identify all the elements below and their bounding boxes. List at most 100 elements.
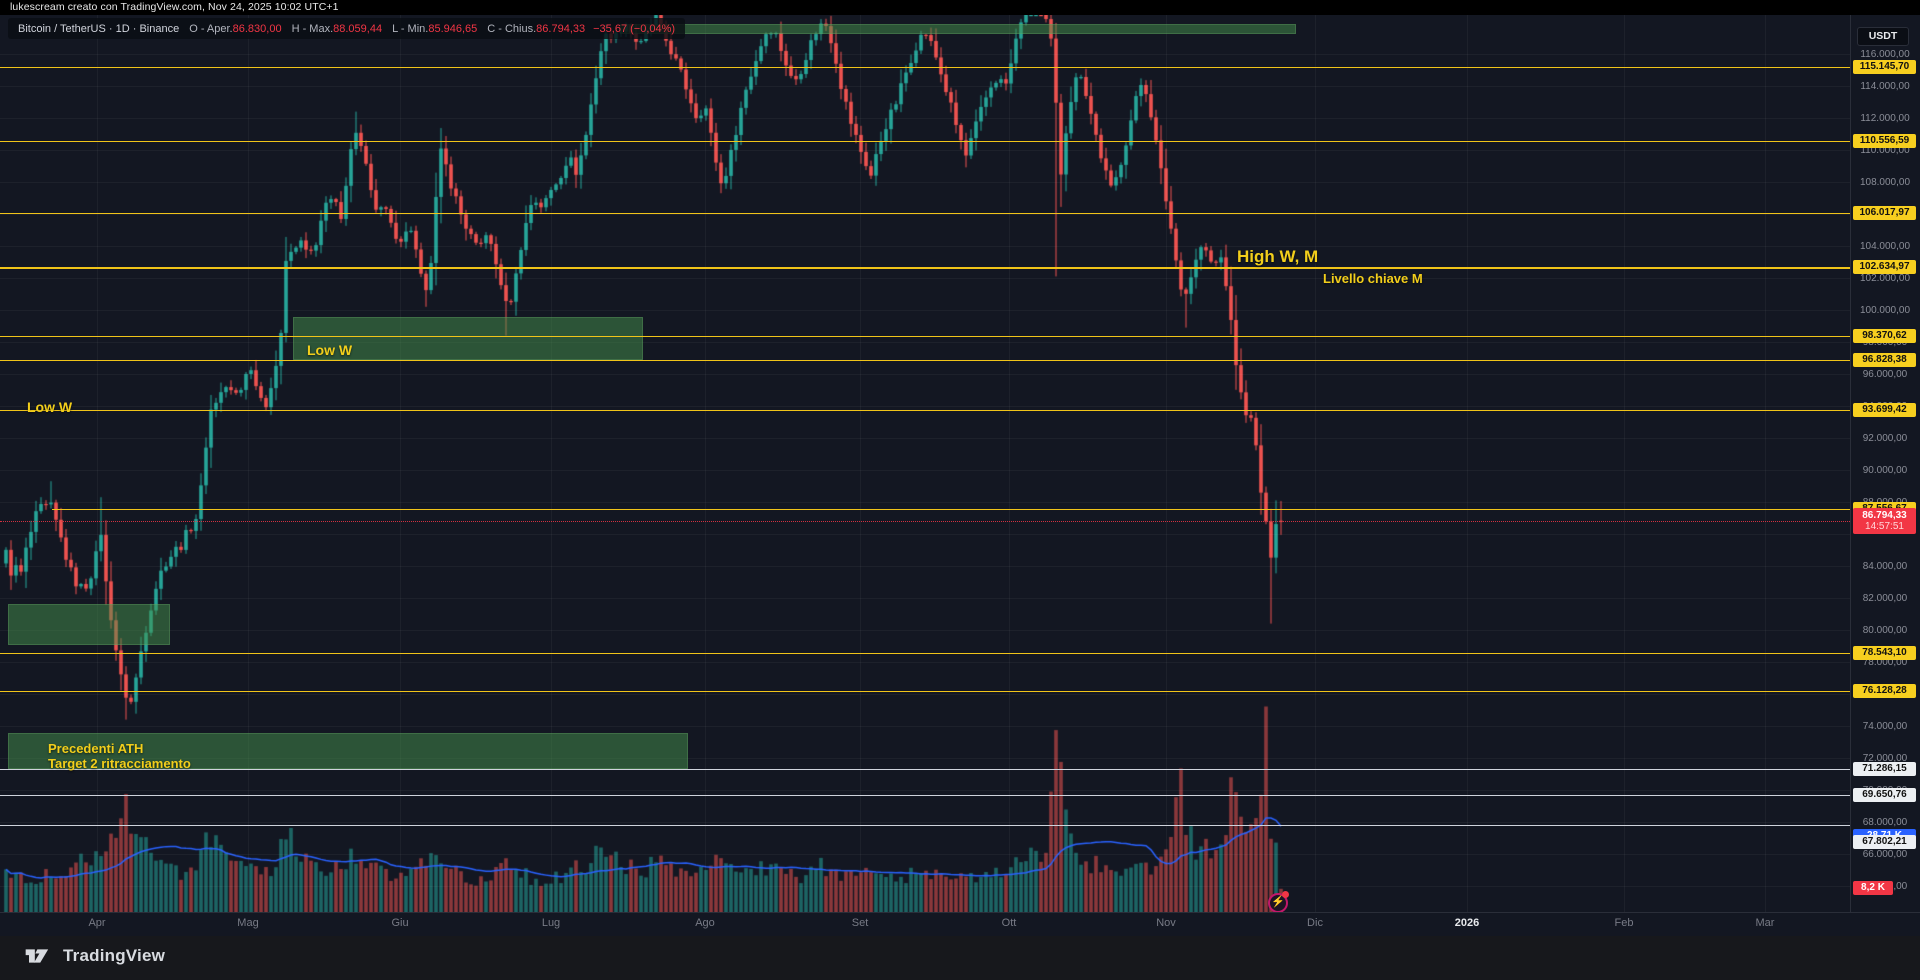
price-level-line [0, 213, 1850, 214]
price-axis-label: 72.000,00 [1862, 753, 1908, 764]
price-axis-label: 104.000,00 [1859, 241, 1911, 252]
price-level-line [0, 769, 1850, 770]
price-gridline [0, 502, 1850, 503]
price-gridline [0, 406, 1850, 407]
price-gridline [0, 438, 1850, 439]
drawing-zone-rect[interactable] [8, 604, 170, 645]
price-gridline [0, 630, 1850, 631]
time-axis-month-label: Giu [391, 917, 409, 929]
drawing-zone-rect[interactable] [620, 24, 1296, 35]
low-label: L - Min. [392, 22, 429, 35]
price-axis-label: 84.000,00 [1862, 561, 1908, 572]
footer-bar: TradingView [0, 936, 1920, 980]
price-axis-label: 66.000,00 [1862, 849, 1908, 860]
price-axis-label: 92.000,00 [1862, 433, 1908, 444]
price-level-label: 102.634,97 [1853, 260, 1916, 274]
price-level-label: 76.128,28 [1853, 684, 1916, 698]
price-gridline [0, 598, 1850, 599]
time-axis-month-label: Dic [1307, 917, 1323, 929]
chart-pane[interactable]: Bitcoin / TetherUS · 1D · Binance O - Ap… [0, 15, 1850, 912]
price-level-line [0, 410, 1850, 411]
price-level-label: 67.802,21 [1853, 835, 1916, 849]
price-axis-label: 112.000,00 [1860, 113, 1910, 124]
flash-marker-icon[interactable]: ⚡ [1268, 891, 1289, 912]
price-level-line [0, 653, 1850, 654]
drawing-text-label[interactable]: Low W [307, 342, 353, 358]
price-axis-label: 74.000,00 [1862, 721, 1908, 732]
lightning-icon: ⚡ [1271, 896, 1285, 908]
month-gridline [705, 15, 706, 912]
symbol-ohlc-bar[interactable]: Bitcoin / TetherUS · 1D · Binance O - Ap… [8, 18, 686, 39]
time-axis-month-label: Ott [1001, 917, 1017, 929]
price-gridline [0, 790, 1850, 791]
month-gridline [1765, 15, 1766, 912]
price-level-line [0, 691, 1850, 692]
price-gridline [0, 566, 1850, 567]
month-gridline [1467, 15, 1468, 912]
tradingview-logo-icon [25, 949, 49, 963]
price-axis-label: 116.000,00 [1860, 49, 1910, 60]
price-gridline [0, 54, 1850, 55]
open-label: O - Aper. [189, 22, 233, 35]
price-gridline [0, 758, 1850, 759]
drawing-text-label[interactable]: Livello chiave M [1323, 271, 1423, 286]
time-axis-month-label: Nov [1156, 917, 1176, 929]
time-axis-month-label: 2026 [1454, 917, 1480, 929]
time-axis-month-label: Set [851, 917, 869, 929]
drawing-zone-rect[interactable] [293, 317, 643, 361]
price-gridline [0, 118, 1850, 119]
price-gridline [0, 694, 1850, 695]
price-axis-label: 102.000,00 [1859, 273, 1911, 284]
price-axis-label: 96.000,00 [1862, 369, 1908, 380]
time-axis-month-label: Mag [237, 917, 259, 929]
month-gridline [400, 15, 401, 912]
attribution-text: lukescream creato con TradingView.com, N… [10, 1, 339, 13]
month-gridline [1166, 15, 1167, 912]
price-level-line [52, 509, 1850, 510]
time-axis[interactable]: Apr Mag Giu Lug Ago Set Ott Nov Dic 2026 Feb Mar [0, 912, 1920, 936]
volume-current-label: 8,2 K [1853, 881, 1893, 895]
bar-countdown: 14:57:51 [1865, 521, 1904, 532]
high-label: H - Max. [291, 22, 334, 35]
price-level-label: 110.556,59 [1853, 134, 1916, 148]
currency-toggle-button[interactable]: USDT [1857, 27, 1909, 46]
price-axis-label: 78.000,00 [1862, 657, 1908, 668]
price-gridline [0, 182, 1850, 183]
drawing-zone-rect[interactable] [8, 733, 688, 769]
price-gridline [0, 150, 1850, 151]
time-axis-month-label: Apr [88, 917, 106, 929]
month-gridline [551, 15, 552, 912]
price-level-line [0, 795, 1850, 796]
drawing-text-label[interactable]: Precedenti ATH Target 2 ritracciamento [48, 741, 191, 772]
price-gridline [0, 886, 1850, 887]
price-axis-label: 80.000,00 [1862, 625, 1908, 636]
price-level-label: 69.650,76 [1853, 788, 1916, 802]
price-gridline [0, 662, 1850, 663]
price-axis-label: 90.000,00 [1862, 465, 1908, 476]
drawing-text-label[interactable]: High W, M [1237, 247, 1319, 266]
notification-dot [1282, 891, 1289, 898]
month-gridline [248, 15, 249, 912]
tradingview-logo[interactable]: TradingView [24, 945, 165, 967]
price-level-label: 106.017,97 [1853, 206, 1916, 220]
price-gridline [0, 726, 1850, 727]
price-level-line [0, 267, 1850, 269]
price-level-label: 93.699,42 [1853, 403, 1916, 417]
price-axis[interactable]: 64.000,0066.000,0068.000,0070.000,0072.0… [1850, 15, 1920, 912]
price-level-line [0, 825, 1850, 826]
current-price-line [0, 521, 1850, 522]
drawing-text-label[interactable]: Low W [27, 399, 73, 415]
price-gridline [0, 86, 1850, 87]
price-gridline [0, 854, 1850, 855]
price-level-label: 98.370,62 [1853, 329, 1916, 343]
time-axis-month-label: Feb [1614, 917, 1634, 929]
price-axis-label: 108.000,00 [1859, 177, 1911, 188]
time-axis-month-label: Ago [695, 917, 715, 929]
symbol-title[interactable]: Bitcoin / TetherUS · 1D · Binance [18, 22, 180, 35]
time-axis-month-label: Mar [1755, 917, 1775, 929]
change-value: −35,67 (−0,04%) [593, 22, 676, 35]
current-price-value: 86.794,33 [1862, 510, 1907, 521]
price-level-line [0, 360, 1850, 361]
price-axis-label: 100.000,00 [1859, 305, 1911, 316]
